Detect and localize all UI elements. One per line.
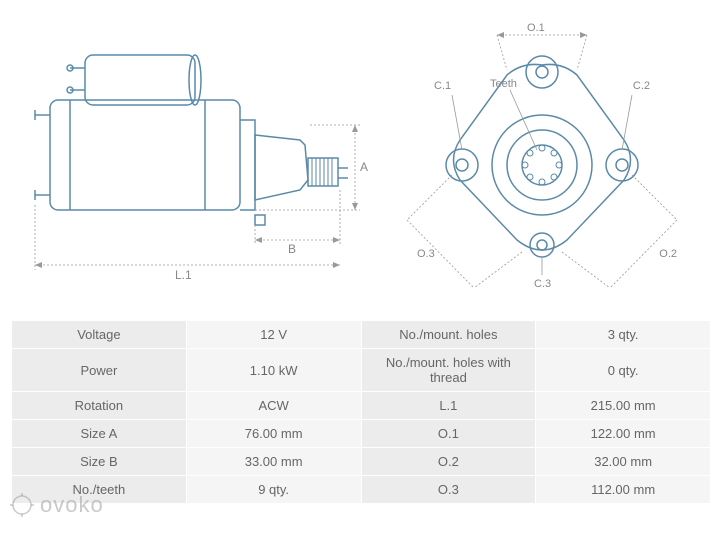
label-c1: C.1 (434, 80, 451, 92)
spec-label: O.3 (361, 476, 536, 504)
label-o2: O.2 (659, 248, 677, 260)
spec-label: Size B (12, 448, 187, 476)
spec-value: 3 qty. (536, 321, 711, 349)
watermark-icon (10, 493, 34, 517)
spec-label: L.1 (361, 392, 536, 420)
spec-value: 33.00 mm (186, 448, 361, 476)
label-teeth: Teeth (490, 78, 517, 90)
spec-value: 112.00 mm (536, 476, 711, 504)
label-c3: C.3 (534, 278, 551, 290)
spec-label: No./mount. holes (361, 321, 536, 349)
front-view: O.1 O.2 O.3 C.1 C.2 C.3 Teeth (392, 20, 692, 300)
spec-label: Size A (12, 420, 187, 448)
table-row: Voltage12 VNo./mount. holes3 qty. (12, 321, 711, 349)
spec-label: Power (12, 349, 187, 392)
table-row: No./teeth9 qty.O.3112.00 mm (12, 476, 711, 504)
label-b: B (288, 242, 296, 256)
spec-value: ACW (186, 392, 361, 420)
spec-label: Voltage (12, 321, 187, 349)
label-o1: O.1 (527, 22, 545, 34)
spec-table-body: Voltage12 VNo./mount. holes3 qty.Power1.… (12, 321, 711, 504)
spec-label: No./mount. holes with thread (361, 349, 536, 392)
front-view-svg (392, 20, 692, 300)
table-row: Size B33.00 mmO.232.00 mm (12, 448, 711, 476)
spec-value: 12 V (186, 321, 361, 349)
diagram-area: A B L.1 (0, 0, 722, 320)
label-a: A (360, 160, 368, 174)
spec-label: O.1 (361, 420, 536, 448)
label-l1: L.1 (175, 268, 192, 282)
side-view-svg (30, 30, 370, 280)
spec-value: 1.10 kW (186, 349, 361, 392)
watermark-text: ovoko (40, 492, 104, 518)
spec-label: O.2 (361, 448, 536, 476)
spec-label: Rotation (12, 392, 187, 420)
spec-table: Voltage12 VNo./mount. holes3 qty.Power1.… (11, 320, 711, 504)
spec-value: 122.00 mm (536, 420, 711, 448)
table-row: RotationACWL.1215.00 mm (12, 392, 711, 420)
watermark: ovoko (10, 492, 104, 518)
spec-value: 215.00 mm (536, 392, 711, 420)
spec-value: 76.00 mm (186, 420, 361, 448)
table-row: Power1.10 kWNo./mount. holes with thread… (12, 349, 711, 392)
spec-value: 0 qty. (536, 349, 711, 392)
label-c2: C.2 (633, 80, 650, 92)
table-row: Size A76.00 mmO.1122.00 mm (12, 420, 711, 448)
spec-value: 32.00 mm (536, 448, 711, 476)
spec-value: 9 qty. (186, 476, 361, 504)
label-o3: O.3 (417, 248, 435, 260)
side-view: A B L.1 (30, 30, 370, 280)
